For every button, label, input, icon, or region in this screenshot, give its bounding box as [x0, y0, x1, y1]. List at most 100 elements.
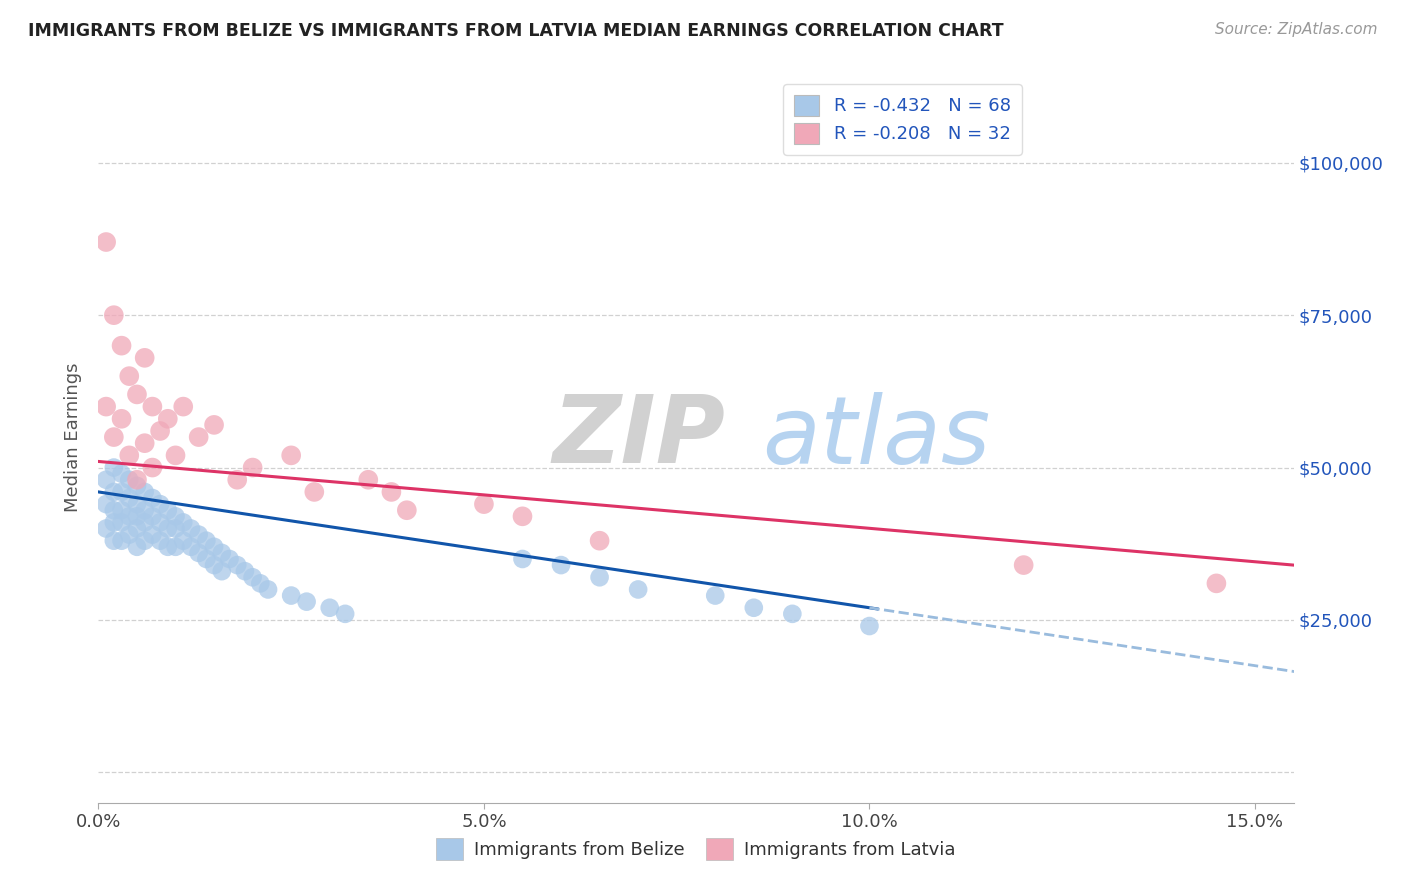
Point — [103, 533, 125, 548]
Point — [156, 540, 179, 554]
Point — [280, 448, 302, 462]
Point — [103, 503, 125, 517]
Text: atlas: atlas — [762, 392, 990, 483]
Point — [134, 503, 156, 517]
Point — [380, 485, 402, 500]
Point — [187, 430, 209, 444]
Point — [202, 417, 225, 432]
Point — [149, 516, 172, 530]
Point — [125, 521, 148, 535]
Point — [226, 558, 249, 573]
Point — [149, 424, 172, 438]
Point — [125, 509, 148, 524]
Point — [333, 607, 356, 621]
Point — [118, 491, 141, 505]
Point — [172, 400, 194, 414]
Point — [782, 607, 804, 621]
Point — [1012, 558, 1035, 573]
Point — [118, 509, 141, 524]
Point — [1205, 576, 1227, 591]
Point — [472, 497, 495, 511]
Point — [103, 308, 125, 322]
Point — [134, 351, 156, 365]
Point — [118, 369, 141, 384]
Text: IMMIGRANTS FROM BELIZE VS IMMIGRANTS FROM LATVIA MEDIAN EARNINGS CORRELATION CHA: IMMIGRANTS FROM BELIZE VS IMMIGRANTS FRO… — [28, 22, 1004, 40]
Point — [134, 436, 156, 450]
Point — [211, 564, 233, 578]
Point — [110, 485, 132, 500]
Point — [512, 509, 534, 524]
Point — [110, 338, 132, 352]
Point — [704, 589, 727, 603]
Point — [202, 540, 225, 554]
Point — [125, 387, 148, 401]
Point — [94, 400, 117, 414]
Point — [172, 533, 194, 548]
Point — [141, 509, 163, 524]
Point — [187, 546, 209, 560]
Point — [94, 521, 117, 535]
Point — [180, 521, 202, 535]
Point — [110, 467, 132, 481]
Point — [103, 516, 125, 530]
Point — [218, 552, 240, 566]
Point — [118, 448, 141, 462]
Point — [187, 527, 209, 541]
Point — [295, 594, 318, 608]
Point — [249, 576, 271, 591]
Point — [195, 552, 218, 566]
Point — [627, 582, 650, 597]
Point — [94, 497, 117, 511]
Text: ZIP: ZIP — [553, 391, 725, 483]
Point — [125, 479, 148, 493]
Point — [588, 570, 610, 584]
Point — [103, 460, 125, 475]
Point — [118, 527, 141, 541]
Point — [304, 485, 326, 500]
Point — [103, 485, 125, 500]
Point — [118, 473, 141, 487]
Point — [742, 600, 765, 615]
Point — [141, 460, 163, 475]
Point — [134, 516, 156, 530]
Point — [134, 485, 156, 500]
Point — [165, 509, 187, 524]
Point — [357, 473, 380, 487]
Point — [165, 521, 187, 535]
Point — [858, 619, 880, 633]
Text: Source: ZipAtlas.com: Source: ZipAtlas.com — [1215, 22, 1378, 37]
Y-axis label: Median Earnings: Median Earnings — [65, 362, 83, 512]
Point — [141, 527, 163, 541]
Point — [110, 503, 132, 517]
Point — [165, 540, 187, 554]
Point — [94, 473, 117, 487]
Legend: Immigrants from Belize, Immigrants from Latvia: Immigrants from Belize, Immigrants from … — [429, 830, 963, 867]
Point — [280, 589, 302, 603]
Point — [550, 558, 572, 573]
Point — [242, 570, 264, 584]
Point — [156, 412, 179, 426]
Point — [512, 552, 534, 566]
Point — [110, 516, 132, 530]
Point — [233, 564, 256, 578]
Point — [202, 558, 225, 573]
Point — [226, 473, 249, 487]
Point — [156, 503, 179, 517]
Point — [180, 540, 202, 554]
Point — [125, 473, 148, 487]
Point — [94, 235, 117, 249]
Point — [165, 448, 187, 462]
Point — [125, 497, 148, 511]
Point — [211, 546, 233, 560]
Point — [134, 533, 156, 548]
Point — [141, 400, 163, 414]
Point — [141, 491, 163, 505]
Point — [149, 497, 172, 511]
Point — [395, 503, 418, 517]
Point — [103, 430, 125, 444]
Point — [125, 540, 148, 554]
Point — [149, 533, 172, 548]
Point — [172, 516, 194, 530]
Point — [242, 460, 264, 475]
Point — [156, 521, 179, 535]
